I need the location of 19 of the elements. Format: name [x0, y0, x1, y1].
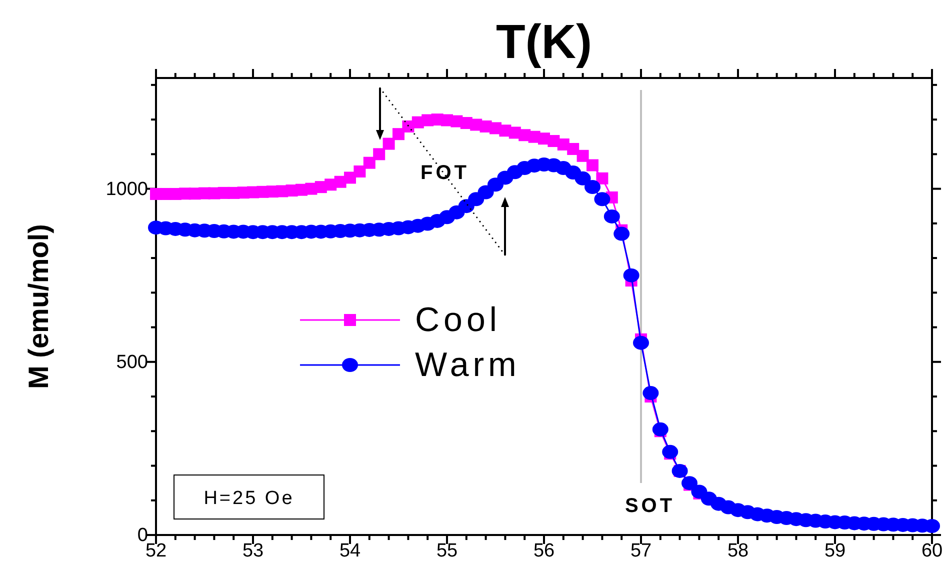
- x-tick-label: 54: [339, 540, 361, 562]
- x-tick-label: 58: [727, 540, 749, 562]
- x-tick-label: 52: [145, 540, 167, 562]
- y-tick-label: 1000: [106, 178, 148, 200]
- y-tick-label: 500: [116, 352, 148, 373]
- y-axis-title: M (emu/mol): [23, 224, 54, 389]
- legend-label: Cool: [415, 301, 501, 339]
- y-tick-label: 0: [137, 525, 148, 546]
- annotation: SOT: [624, 495, 676, 517]
- legend-label: Warm: [415, 346, 520, 384]
- x-axis-title: T(K): [496, 16, 592, 69]
- x-tick-label: 55: [436, 540, 458, 562]
- x-tick-label: 53: [242, 540, 264, 562]
- x-tick-label: 57: [630, 540, 652, 562]
- x-tick-label: 60: [921, 540, 943, 562]
- annotation: H=25 Oe: [204, 488, 294, 509]
- annotation: FOT: [420, 162, 470, 184]
- x-tick-label: 56: [533, 540, 555, 562]
- x-tick-label: 59: [824, 540, 846, 562]
